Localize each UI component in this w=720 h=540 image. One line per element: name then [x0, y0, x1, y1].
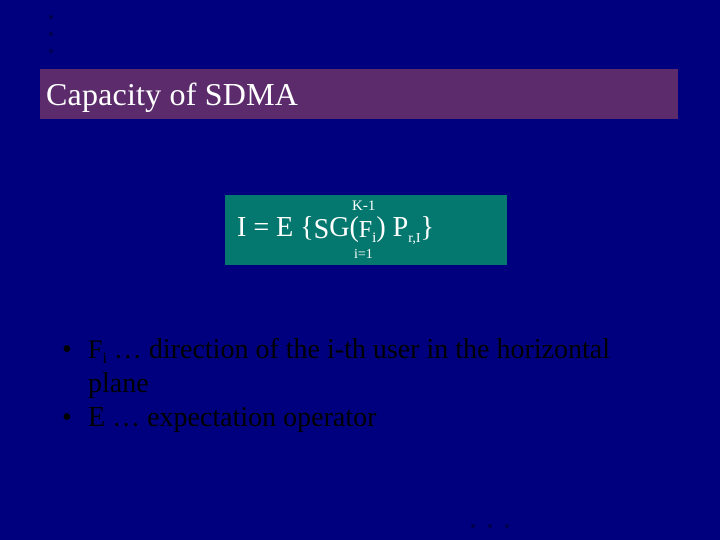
list-item: • Fi … direction of the i-th user in the… — [62, 333, 648, 401]
formula-main: I = E { S G( F i ) P r,I } — [237, 212, 434, 244]
formula-box: K-1 I = E { S G( F i ) P r,I } i=1 — [225, 195, 507, 265]
bullet-text-after: … direction of the i-th user in the hori… — [88, 334, 610, 399]
formula-after-phi: ) P — [376, 212, 408, 244]
bullet-text: E … expectation operator — [88, 401, 376, 435]
formula-gain-prefix: G( — [329, 212, 359, 244]
bullet-marker: • — [62, 333, 88, 367]
deco-dot — [49, 49, 53, 53]
bullet-text: Fi … direction of the i-th user in the h… — [88, 333, 648, 401]
bullet-marker: • — [62, 401, 88, 435]
phi-icon: F — [88, 335, 102, 364]
bullet-list: • Fi … direction of the i-th user in the… — [62, 333, 648, 435]
list-item: • E … expectation operator — [62, 401, 648, 435]
phi-subscript: i — [102, 350, 106, 367]
deco-dot — [505, 524, 509, 528]
phi-icon: F — [359, 217, 372, 244]
deco-dot — [49, 32, 53, 36]
formula-close: } — [421, 212, 434, 244]
sum-icon: S — [314, 214, 330, 246]
phi-subscript: i — [372, 230, 376, 247]
formula-lhs: I = E { — [237, 212, 314, 244]
deco-dot — [49, 15, 53, 19]
sum-lower-limit: i=1 — [354, 247, 373, 263]
deco-dot — [488, 524, 492, 528]
slide-title: Capacity of SDMA — [46, 76, 298, 113]
pr-subscript: r,I — [408, 231, 420, 247]
deco-dot — [471, 524, 475, 528]
title-band: Capacity of SDMA — [40, 69, 678, 119]
